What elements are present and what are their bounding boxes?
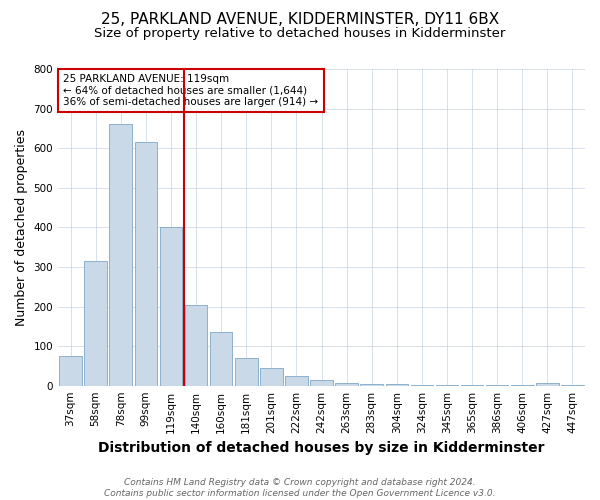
Bar bbox=[59, 356, 82, 386]
Bar bbox=[511, 385, 533, 386]
Bar bbox=[335, 382, 358, 386]
Bar bbox=[536, 382, 559, 386]
Bar bbox=[410, 385, 433, 386]
Bar bbox=[210, 332, 232, 386]
Bar bbox=[436, 385, 458, 386]
Bar bbox=[386, 384, 408, 386]
Bar bbox=[160, 228, 182, 386]
Text: Contains HM Land Registry data © Crown copyright and database right 2024.
Contai: Contains HM Land Registry data © Crown c… bbox=[104, 478, 496, 498]
Bar bbox=[285, 376, 308, 386]
Bar bbox=[486, 385, 508, 386]
Bar bbox=[461, 385, 484, 386]
Bar bbox=[361, 384, 383, 386]
Text: 25, PARKLAND AVENUE, KIDDERMINSTER, DY11 6BX: 25, PARKLAND AVENUE, KIDDERMINSTER, DY11… bbox=[101, 12, 499, 28]
Bar bbox=[260, 368, 283, 386]
Text: 25 PARKLAND AVENUE: 119sqm
← 64% of detached houses are smaller (1,644)
36% of s: 25 PARKLAND AVENUE: 119sqm ← 64% of deta… bbox=[64, 74, 319, 107]
Bar bbox=[85, 261, 107, 386]
Bar bbox=[134, 142, 157, 386]
Bar bbox=[561, 385, 584, 386]
Text: Size of property relative to detached houses in Kidderminster: Size of property relative to detached ho… bbox=[94, 28, 506, 40]
X-axis label: Distribution of detached houses by size in Kidderminster: Distribution of detached houses by size … bbox=[98, 441, 545, 455]
Bar bbox=[185, 304, 208, 386]
Y-axis label: Number of detached properties: Number of detached properties bbox=[15, 129, 28, 326]
Bar bbox=[235, 358, 257, 386]
Bar bbox=[109, 124, 132, 386]
Bar bbox=[310, 380, 333, 386]
